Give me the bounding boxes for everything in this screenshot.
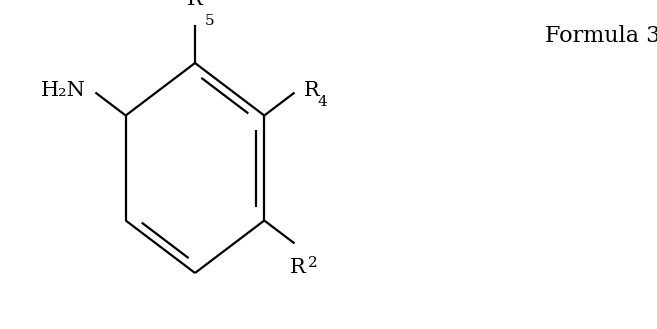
Text: 2: 2 — [307, 256, 317, 270]
Text: R: R — [187, 0, 203, 9]
Text: H₂N: H₂N — [41, 81, 86, 100]
Text: R: R — [290, 258, 306, 277]
Text: Formula 3: Formula 3 — [545, 25, 657, 47]
Text: 5: 5 — [205, 14, 215, 28]
Text: 4: 4 — [318, 95, 327, 109]
Text: R: R — [304, 81, 319, 100]
